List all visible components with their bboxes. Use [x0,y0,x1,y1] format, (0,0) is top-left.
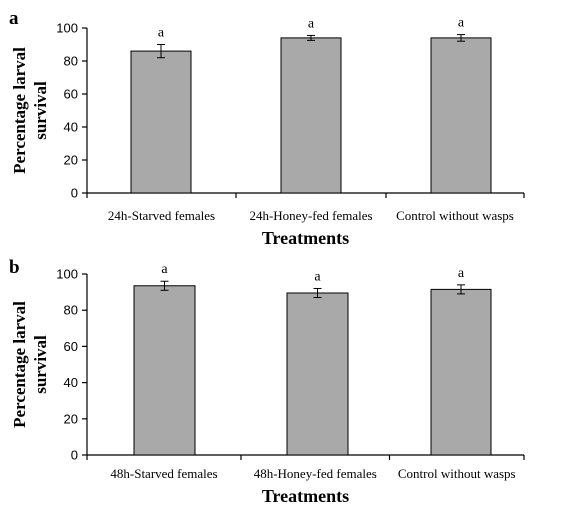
y-tick-label: 100 [56,267,78,282]
y-tick-label: 80 [64,54,78,69]
significance-letter: a [458,16,465,31]
bar [286,292,349,456]
chart-panel-b: b 0 20 40 60 80 100 a 48h-Starved females a 48h-Ho… [9,257,525,506]
bar [430,288,492,456]
y-tick-label: 80 [64,303,78,318]
panel-letter: b [9,257,20,278]
significance-letter: a [308,16,315,31]
y-axis-title-line: Percentage larval [10,301,29,428]
significance-letter: a [314,269,321,284]
y-tick-label: 0 [71,186,78,201]
y-tick-label: 100 [56,21,78,36]
significance-letter: a [458,266,465,281]
category-label: Control without wasps [398,466,516,481]
y-axis-title-line: Percentage larval [10,47,29,174]
x-axis-title: Treatments [262,228,349,248]
bar [133,285,196,456]
bar [280,37,342,194]
bar [130,50,192,194]
significance-letter: a [161,262,168,277]
category-label: 24h-Starved females [108,208,215,223]
y-tick-label: 40 [64,375,78,390]
y-tick-label: 20 [64,153,78,168]
y-tick-label: 0 [71,448,78,463]
category-label: 48h-Honey-fed females [254,466,377,481]
y-tick-label: 40 [64,120,78,135]
y-axis-title-line: survival [31,81,50,140]
bar [430,37,492,194]
x-axis-title: Treatments [262,486,349,506]
category-label: Control without wasps [396,208,514,223]
y-axis-title-line: survival [31,335,50,394]
panel-letter: a [9,8,19,29]
y-tick-label: 60 [64,87,78,102]
y-tick-label: 20 [64,411,78,426]
significance-letter: a [158,26,165,41]
y-tick-label: 60 [64,339,78,354]
chart-panel-a: a 0 20 40 60 80 100 a 24h-Starved females a 24h-Ho… [9,8,525,248]
category-label: 24h-Honey-fed females [249,208,372,223]
category-label: 48h-Starved females [110,466,217,481]
